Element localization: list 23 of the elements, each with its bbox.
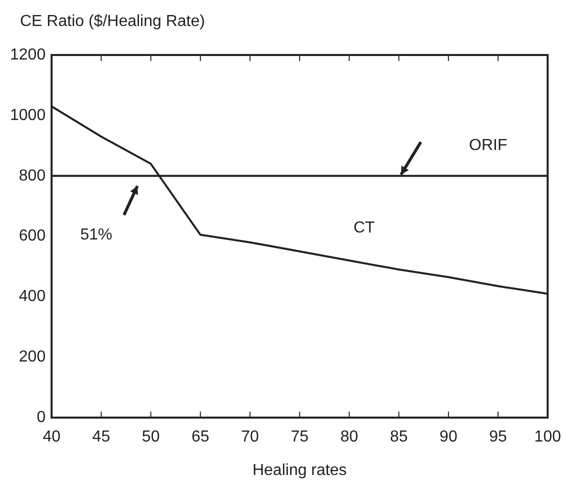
x-tick-label: 90 [440, 428, 458, 446]
x-tick-label: 80 [340, 428, 358, 446]
y-tick-label: 400 [18, 288, 46, 306]
x-tick-label: 100 [534, 428, 562, 446]
y-tick-label: 800 [18, 167, 46, 184]
y-tick-label: 1000 [10, 106, 46, 124]
x-axis-title: Healing rates [252, 462, 347, 479]
x-tick-label: 45 [92, 428, 110, 446]
x-tick-label: 95 [489, 428, 508, 446]
y-tick-label: 1200 [10, 46, 46, 64]
x-tick-label: 50 [142, 428, 160, 446]
x-tick-label: 65 [192, 428, 210, 446]
x-tick-label: 40 [42, 428, 61, 446]
y-tick-label: 600 [18, 228, 46, 245]
series-label: ORIF [469, 136, 508, 154]
annotation: 51% [80, 226, 112, 244]
series-label: CT [353, 219, 375, 236]
y-axis-title: CE Ratio ($/Healing Rate) [20, 13, 205, 30]
x-tick-label: 70 [241, 428, 260, 446]
x-tick-label: 85 [390, 428, 408, 446]
y-tick-label: 200 [18, 348, 46, 366]
y-tick-label: 0 [36, 409, 46, 426]
x-tick-label: 75 [290, 428, 309, 446]
